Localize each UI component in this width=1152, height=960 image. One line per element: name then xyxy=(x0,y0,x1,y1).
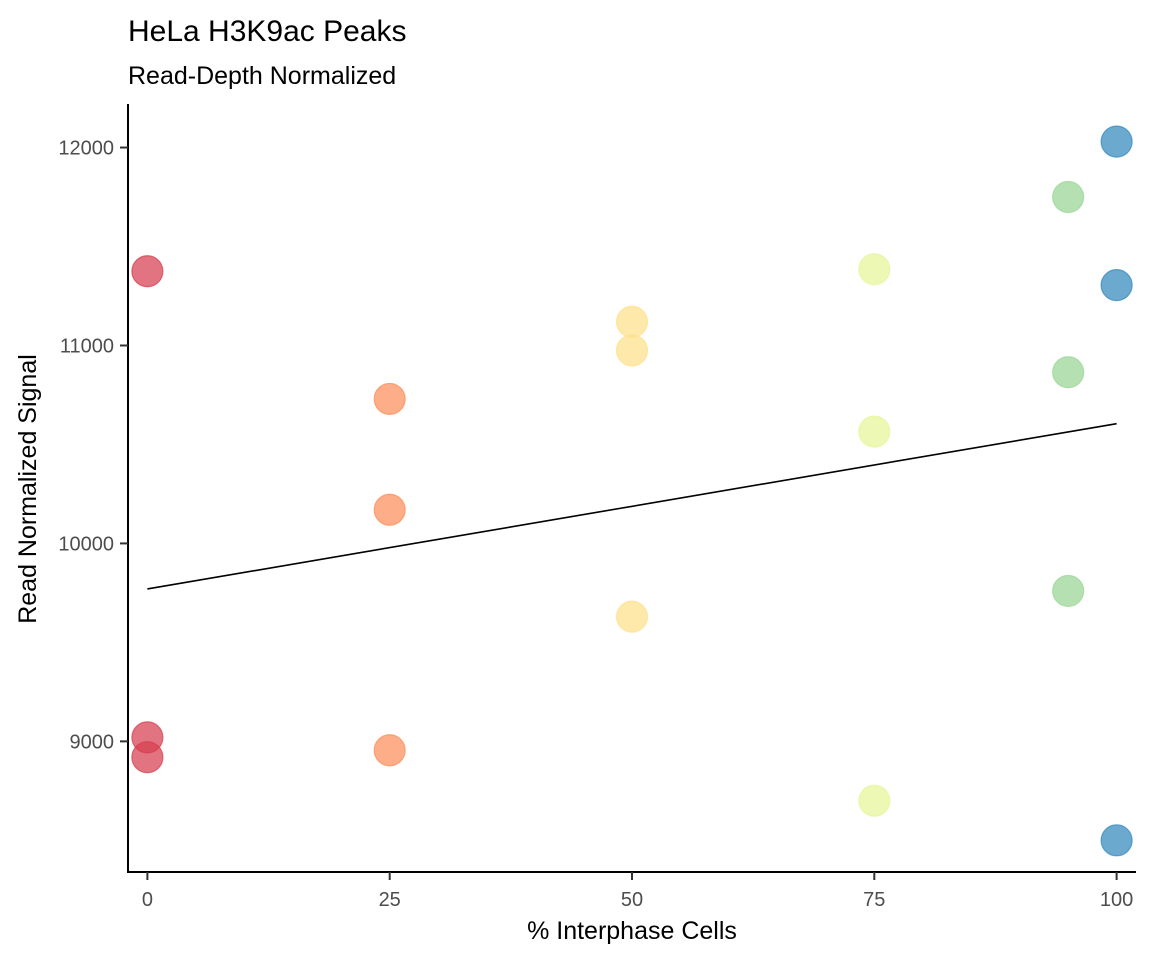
data-point xyxy=(373,493,406,526)
data-point xyxy=(1052,180,1085,214)
data-points xyxy=(131,125,1133,857)
y-tick-label: 12000 xyxy=(58,138,114,160)
y-tick-label: 9000 xyxy=(70,731,115,753)
x-tick-label: 0 xyxy=(142,889,153,911)
trend-line xyxy=(147,422,1117,590)
data-point xyxy=(615,600,649,633)
data-point xyxy=(1052,356,1085,389)
x-tick-label: 75 xyxy=(863,889,885,911)
y-tick-label: 10000 xyxy=(58,533,114,555)
data-point xyxy=(858,784,891,817)
x-axis-ticks: 0 25 50 75 100 xyxy=(142,872,1133,911)
data-point xyxy=(615,305,649,338)
data-point xyxy=(1100,269,1133,302)
data-point xyxy=(858,253,891,286)
data-point xyxy=(131,255,164,288)
y-axis-title: Read Normalized Signal xyxy=(14,354,42,624)
y-tick-label: 11000 xyxy=(60,335,114,357)
trend-line-group xyxy=(147,422,1117,590)
chart-title: HeLa H3K9ac Peaks xyxy=(128,15,407,48)
data-point xyxy=(131,741,164,774)
data-point xyxy=(1100,125,1133,158)
x-tick-label: 100 xyxy=(1100,889,1133,911)
y-axis-ticks: 9000 10000 11000 12000 xyxy=(58,138,128,753)
plot-area: 0 25 50 75 100 9000 10000 11000 12000 xyxy=(58,104,1136,911)
data-point xyxy=(1052,574,1085,608)
x-tick-label: 50 xyxy=(621,889,643,911)
x-tick-label: 25 xyxy=(379,889,401,911)
chart-subtitle: Read-Depth Normalized xyxy=(128,62,396,90)
x-axis-title: % Interphase Cells xyxy=(527,917,737,945)
data-point xyxy=(615,334,649,367)
data-point xyxy=(373,734,406,767)
data-point xyxy=(858,415,891,448)
data-point xyxy=(1100,824,1133,857)
data-point xyxy=(373,382,406,416)
